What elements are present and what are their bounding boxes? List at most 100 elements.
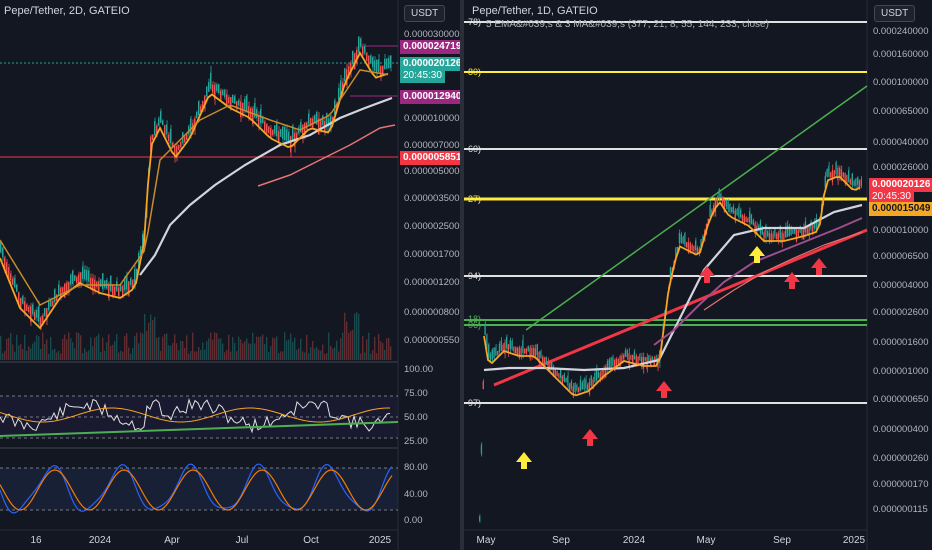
volume-bar: [236, 351, 238, 360]
left-price-tag-level: 0.000012940: [400, 90, 460, 104]
volume-bar: [362, 336, 364, 360]
volume-bar: [96, 336, 98, 360]
volume-bar: [230, 351, 232, 360]
volume-bar: [312, 340, 314, 360]
volume-bar: [218, 338, 220, 360]
volume-bar: [304, 352, 306, 360]
volume-bar: [194, 351, 196, 360]
price-axis-label: 0.000000400: [873, 424, 928, 435]
rsi-axis-label: 25.00: [404, 436, 428, 447]
rsi-trendline[interactable]: [0, 421, 399, 437]
right-indicator-legend[interactable]: 5 EMA&#039;s & 3 MA&#039;s (377, 21, 8, …: [486, 19, 769, 30]
volume-bar: [340, 338, 342, 360]
volume-bar: [14, 351, 16, 360]
price-axis-label: 0.000030000: [404, 29, 459, 40]
time-axis-label: May: [697, 535, 716, 546]
volume-bar: [214, 332, 216, 360]
right-chart-panel[interactable]: 78) 80) 60) 27) 94) 18) 06) 97) 0.000240…: [464, 0, 932, 550]
volume-bar: [232, 337, 234, 360]
right-chart-canvas[interactable]: 78) 80) 60) 27) 94) 18) 06) 97) 0.000240…: [464, 0, 932, 550]
volume-bar: [222, 343, 224, 360]
time-axis-label: 2025: [843, 535, 866, 546]
trendline-red-support[interactable]: [493, 228, 868, 387]
volume-bar: [178, 350, 180, 360]
volume-bar: [192, 332, 194, 360]
left-chart-canvas[interactable]: 0.0000300000.0000100000.0000070000.00000…: [0, 0, 460, 550]
volume-bar: [316, 346, 318, 360]
right-time-axis[interactable]: May Sep 2024 May Sep 2025: [477, 535, 866, 546]
left-price-axis[interactable]: 0.000030000 0.000010000 0.000007000 0.00000…: [404, 29, 459, 346]
volume-bar: [6, 338, 8, 360]
volume-bar: [34, 341, 36, 360]
volume-bar: [254, 343, 256, 360]
volume-bar: [290, 333, 292, 360]
volume-bar: [44, 343, 46, 360]
volume-bar: [326, 353, 328, 360]
volume-bar: [262, 334, 264, 360]
volume-bar: [204, 349, 206, 360]
volume-bar: [154, 316, 156, 360]
left-chart-panel[interactable]: 0.000030000 0.000010000 0.000007000 0.00000…: [0, 0, 460, 550]
trendline-green-channel[interactable]: [525, 85, 868, 331]
time-axis-label: 2024: [89, 535, 112, 546]
volume-bar: [166, 333, 168, 360]
volume-bar: [92, 346, 94, 360]
volume-bar: [8, 337, 10, 360]
volume-bar: [30, 348, 32, 360]
right-currency-unit[interactable]: USDT: [874, 5, 916, 22]
volume-bar: [70, 338, 72, 360]
rsi-ma-line: [0, 407, 391, 423]
arrow-up-red-icon: [784, 272, 800, 289]
volume-bar: [16, 334, 18, 360]
volume-bar: [334, 347, 336, 360]
volume-bar: [328, 332, 330, 360]
time-axis-label: 2025: [369, 535, 392, 546]
volume-bar: [120, 350, 122, 360]
left-time-axis[interactable]: 16 2024 Apr Jul Oct 2025: [30, 535, 391, 546]
volume-bar: [382, 343, 384, 360]
arrow-up-yellow-icon: [516, 452, 532, 469]
price-axis-label: 0.000240000: [873, 26, 928, 37]
volume-bar: [106, 342, 108, 360]
volume-bar: [66, 339, 68, 360]
price-axis-label: 0.000001200: [404, 277, 459, 288]
volume-bar: [228, 334, 230, 360]
volume-bar: [306, 334, 308, 360]
price-axis-label: 0.000003500: [404, 193, 459, 204]
stoch-d-line: [0, 469, 393, 511]
volume-bar: [212, 339, 214, 360]
right-price-tag-ema: 0.000015049: [869, 202, 932, 216]
volume-bar: [268, 352, 270, 360]
volume-bar: [80, 335, 82, 360]
price-axis-label: 0.000001700: [404, 249, 459, 260]
volume-bar: [220, 338, 222, 360]
volume-bar: [180, 340, 182, 360]
volume-bar: [366, 339, 368, 360]
volume-bar: [148, 322, 150, 360]
volume-bar: [384, 349, 386, 360]
volume-bar: [124, 335, 126, 360]
volume-bar: [128, 347, 130, 360]
right-price-axis[interactable]: 0.000240000 0.000160000 0.000100000 0.00006…: [873, 26, 928, 515]
rsi-axis-label: 75.00: [404, 388, 428, 399]
volume-bar: [270, 346, 272, 360]
volume-bar: [40, 348, 42, 360]
left-currency-unit[interactable]: USDT: [404, 5, 446, 22]
volume-bar: [110, 345, 112, 360]
volume-bar: [252, 332, 254, 360]
volume-bar: [390, 346, 392, 360]
panel-divider[interactable]: [460, 0, 464, 550]
price-axis-label: 0.000007000: [404, 140, 459, 151]
price-axis-label: 0.000000115: [873, 504, 928, 515]
volume-bar: [0, 335, 2, 360]
left-main-pane: [0, 0, 398, 362]
volume-bar: [250, 343, 252, 360]
volume-bar: [156, 337, 158, 360]
volume-bar: [244, 341, 246, 360]
volume-bar: [336, 340, 338, 360]
volume-bar: [22, 349, 24, 360]
price-axis-label: 0.000002600: [873, 307, 928, 318]
volume-bar: [298, 348, 300, 360]
time-axis-label: Sep: [773, 535, 791, 546]
left-volume-bars: [0, 312, 392, 360]
